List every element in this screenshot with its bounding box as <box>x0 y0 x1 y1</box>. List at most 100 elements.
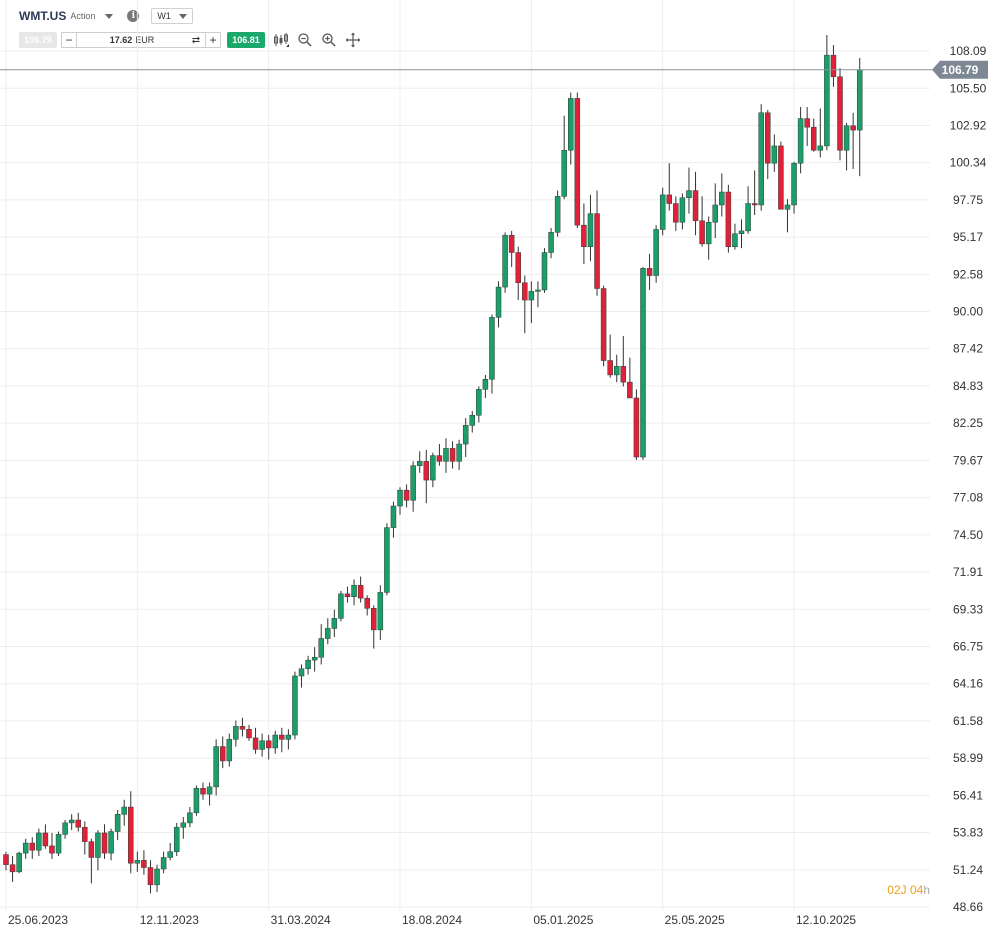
candle[interactable] <box>653 225 659 283</box>
candle[interactable] <box>167 843 173 861</box>
candle[interactable] <box>68 814 75 831</box>
candle[interactable] <box>745 186 751 234</box>
candle[interactable] <box>364 595 370 616</box>
candle[interactable] <box>36 828 42 857</box>
candle[interactable] <box>482 374 489 398</box>
candle[interactable] <box>49 832 55 859</box>
candle[interactable] <box>95 830 101 871</box>
candle[interactable] <box>659 187 666 236</box>
candle[interactable] <box>423 449 430 504</box>
info-icon[interactable]: i <box>127 10 140 22</box>
zoom-out-icon[interactable] <box>297 32 313 48</box>
sell-price-button[interactable]: 106.79 <box>19 32 57 48</box>
candle[interactable] <box>436 444 443 466</box>
candle[interactable] <box>508 230 515 267</box>
candle[interactable] <box>377 585 384 640</box>
candle[interactable] <box>292 671 298 740</box>
candle[interactable] <box>797 107 804 174</box>
candle[interactable] <box>390 501 397 538</box>
candle[interactable] <box>42 824 49 849</box>
candle[interactable] <box>535 281 541 308</box>
candle[interactable] <box>541 248 548 293</box>
candle[interactable] <box>640 266 646 460</box>
candle[interactable] <box>568 92 574 165</box>
candle[interactable] <box>114 809 121 841</box>
candle[interactable] <box>88 838 95 884</box>
candle[interactable] <box>607 334 613 378</box>
candle[interactable] <box>771 134 778 172</box>
candle[interactable] <box>180 817 187 839</box>
candle[interactable] <box>128 791 134 874</box>
candle[interactable] <box>705 216 712 260</box>
timeframe-select[interactable]: W1 <box>151 8 194 24</box>
candle[interactable] <box>476 386 482 423</box>
candle[interactable] <box>351 579 357 606</box>
candle[interactable] <box>561 115 567 200</box>
candle[interactable] <box>239 717 246 737</box>
candle[interactable] <box>252 727 259 754</box>
candle[interactable] <box>837 68 843 161</box>
candle[interactable] <box>285 729 292 750</box>
candle[interactable] <box>528 281 535 324</box>
candle[interactable] <box>646 253 653 290</box>
candle[interactable] <box>416 451 423 473</box>
candle[interactable] <box>147 860 154 894</box>
candle[interactable] <box>548 228 554 259</box>
candle[interactable] <box>305 655 311 675</box>
swap-icon[interactable]: ⇄ <box>191 34 201 46</box>
candle[interactable] <box>830 45 837 87</box>
candle[interactable] <box>627 357 633 399</box>
candle[interactable] <box>226 733 233 767</box>
quantity-field[interactable]: 17.62 EUR <box>109 35 155 45</box>
zoom-in-icon[interactable] <box>321 32 337 48</box>
candle[interactable] <box>666 163 673 211</box>
candle[interactable] <box>824 35 830 151</box>
candle[interactable] <box>810 118 817 152</box>
candle[interactable] <box>725 184 732 253</box>
candle[interactable] <box>778 141 784 210</box>
candle[interactable] <box>298 664 305 688</box>
candle[interactable] <box>522 275 528 334</box>
candle[interactable] <box>55 831 62 857</box>
candle[interactable] <box>581 203 587 265</box>
candle[interactable] <box>22 838 29 859</box>
candle[interactable] <box>856 58 863 177</box>
candle[interactable] <box>850 112 856 169</box>
candle[interactable] <box>587 194 594 262</box>
candle[interactable] <box>679 193 686 230</box>
candle[interactable] <box>673 196 679 231</box>
chevron-down-icon[interactable] <box>105 13 114 19</box>
candle[interactable] <box>594 190 600 296</box>
candle[interactable] <box>397 487 403 515</box>
candle[interactable] <box>200 782 206 800</box>
candle[interactable] <box>213 739 219 796</box>
candle[interactable] <box>817 108 824 158</box>
candle[interactable] <box>633 389 640 460</box>
move-icon[interactable] <box>345 32 361 48</box>
candle[interactable] <box>489 314 495 394</box>
candle[interactable] <box>193 785 200 816</box>
candle[interactable] <box>187 807 193 828</box>
candle[interactable] <box>620 336 627 387</box>
candle[interactable] <box>134 851 141 872</box>
candle[interactable] <box>108 828 114 861</box>
candle[interactable] <box>311 647 318 672</box>
buy-price-button[interactable]: 106.81 <box>227 32 265 48</box>
candle[interactable] <box>712 183 718 239</box>
candle[interactable] <box>449 441 456 469</box>
candle[interactable] <box>371 605 377 649</box>
quantity-stepper[interactable]: − 17.62 EUR ⇄ + <box>61 32 221 48</box>
candle[interactable] <box>101 824 108 859</box>
candle[interactable] <box>765 109 771 180</box>
candle[interactable] <box>219 736 226 769</box>
candle[interactable] <box>82 821 88 855</box>
candle[interactable] <box>784 199 791 233</box>
candle[interactable] <box>686 167 692 214</box>
candle[interactable] <box>233 720 239 747</box>
symbol-label[interactable]: WMT.US <box>19 9 67 23</box>
candle[interactable] <box>265 735 272 760</box>
candle[interactable] <box>410 461 416 512</box>
candle[interactable] <box>443 438 449 473</box>
candlestick-type-icon[interactable] <box>273 32 289 48</box>
candle[interactable] <box>154 864 160 893</box>
